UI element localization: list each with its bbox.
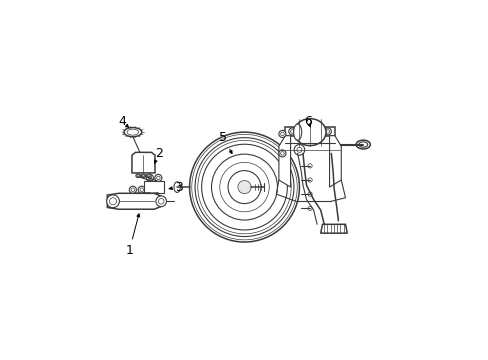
Circle shape [138, 186, 145, 193]
Polygon shape [278, 136, 290, 187]
Ellipse shape [355, 140, 369, 149]
Text: 6: 6 [304, 115, 312, 128]
Circle shape [278, 130, 285, 138]
Circle shape [304, 128, 311, 135]
Polygon shape [132, 152, 155, 173]
Circle shape [156, 196, 166, 207]
Polygon shape [320, 224, 346, 233]
Circle shape [189, 132, 299, 242]
Text: 1: 1 [125, 214, 139, 257]
Circle shape [293, 145, 304, 155]
Polygon shape [144, 181, 163, 193]
Text: 5: 5 [219, 131, 231, 154]
Circle shape [324, 128, 331, 135]
Ellipse shape [358, 142, 367, 147]
Polygon shape [285, 127, 334, 136]
Ellipse shape [124, 127, 142, 137]
Circle shape [129, 186, 136, 193]
Circle shape [155, 174, 162, 181]
Ellipse shape [146, 174, 151, 177]
Ellipse shape [293, 124, 301, 140]
Circle shape [238, 180, 250, 194]
Text: 4: 4 [118, 115, 129, 128]
Text: 3: 3 [169, 181, 183, 194]
Circle shape [146, 174, 153, 181]
Polygon shape [329, 136, 341, 187]
Circle shape [106, 195, 119, 208]
Circle shape [288, 128, 295, 135]
Ellipse shape [293, 119, 325, 145]
Polygon shape [107, 193, 161, 209]
Ellipse shape [136, 174, 140, 177]
Circle shape [278, 150, 285, 157]
Text: 2: 2 [154, 147, 163, 163]
Ellipse shape [141, 174, 145, 177]
